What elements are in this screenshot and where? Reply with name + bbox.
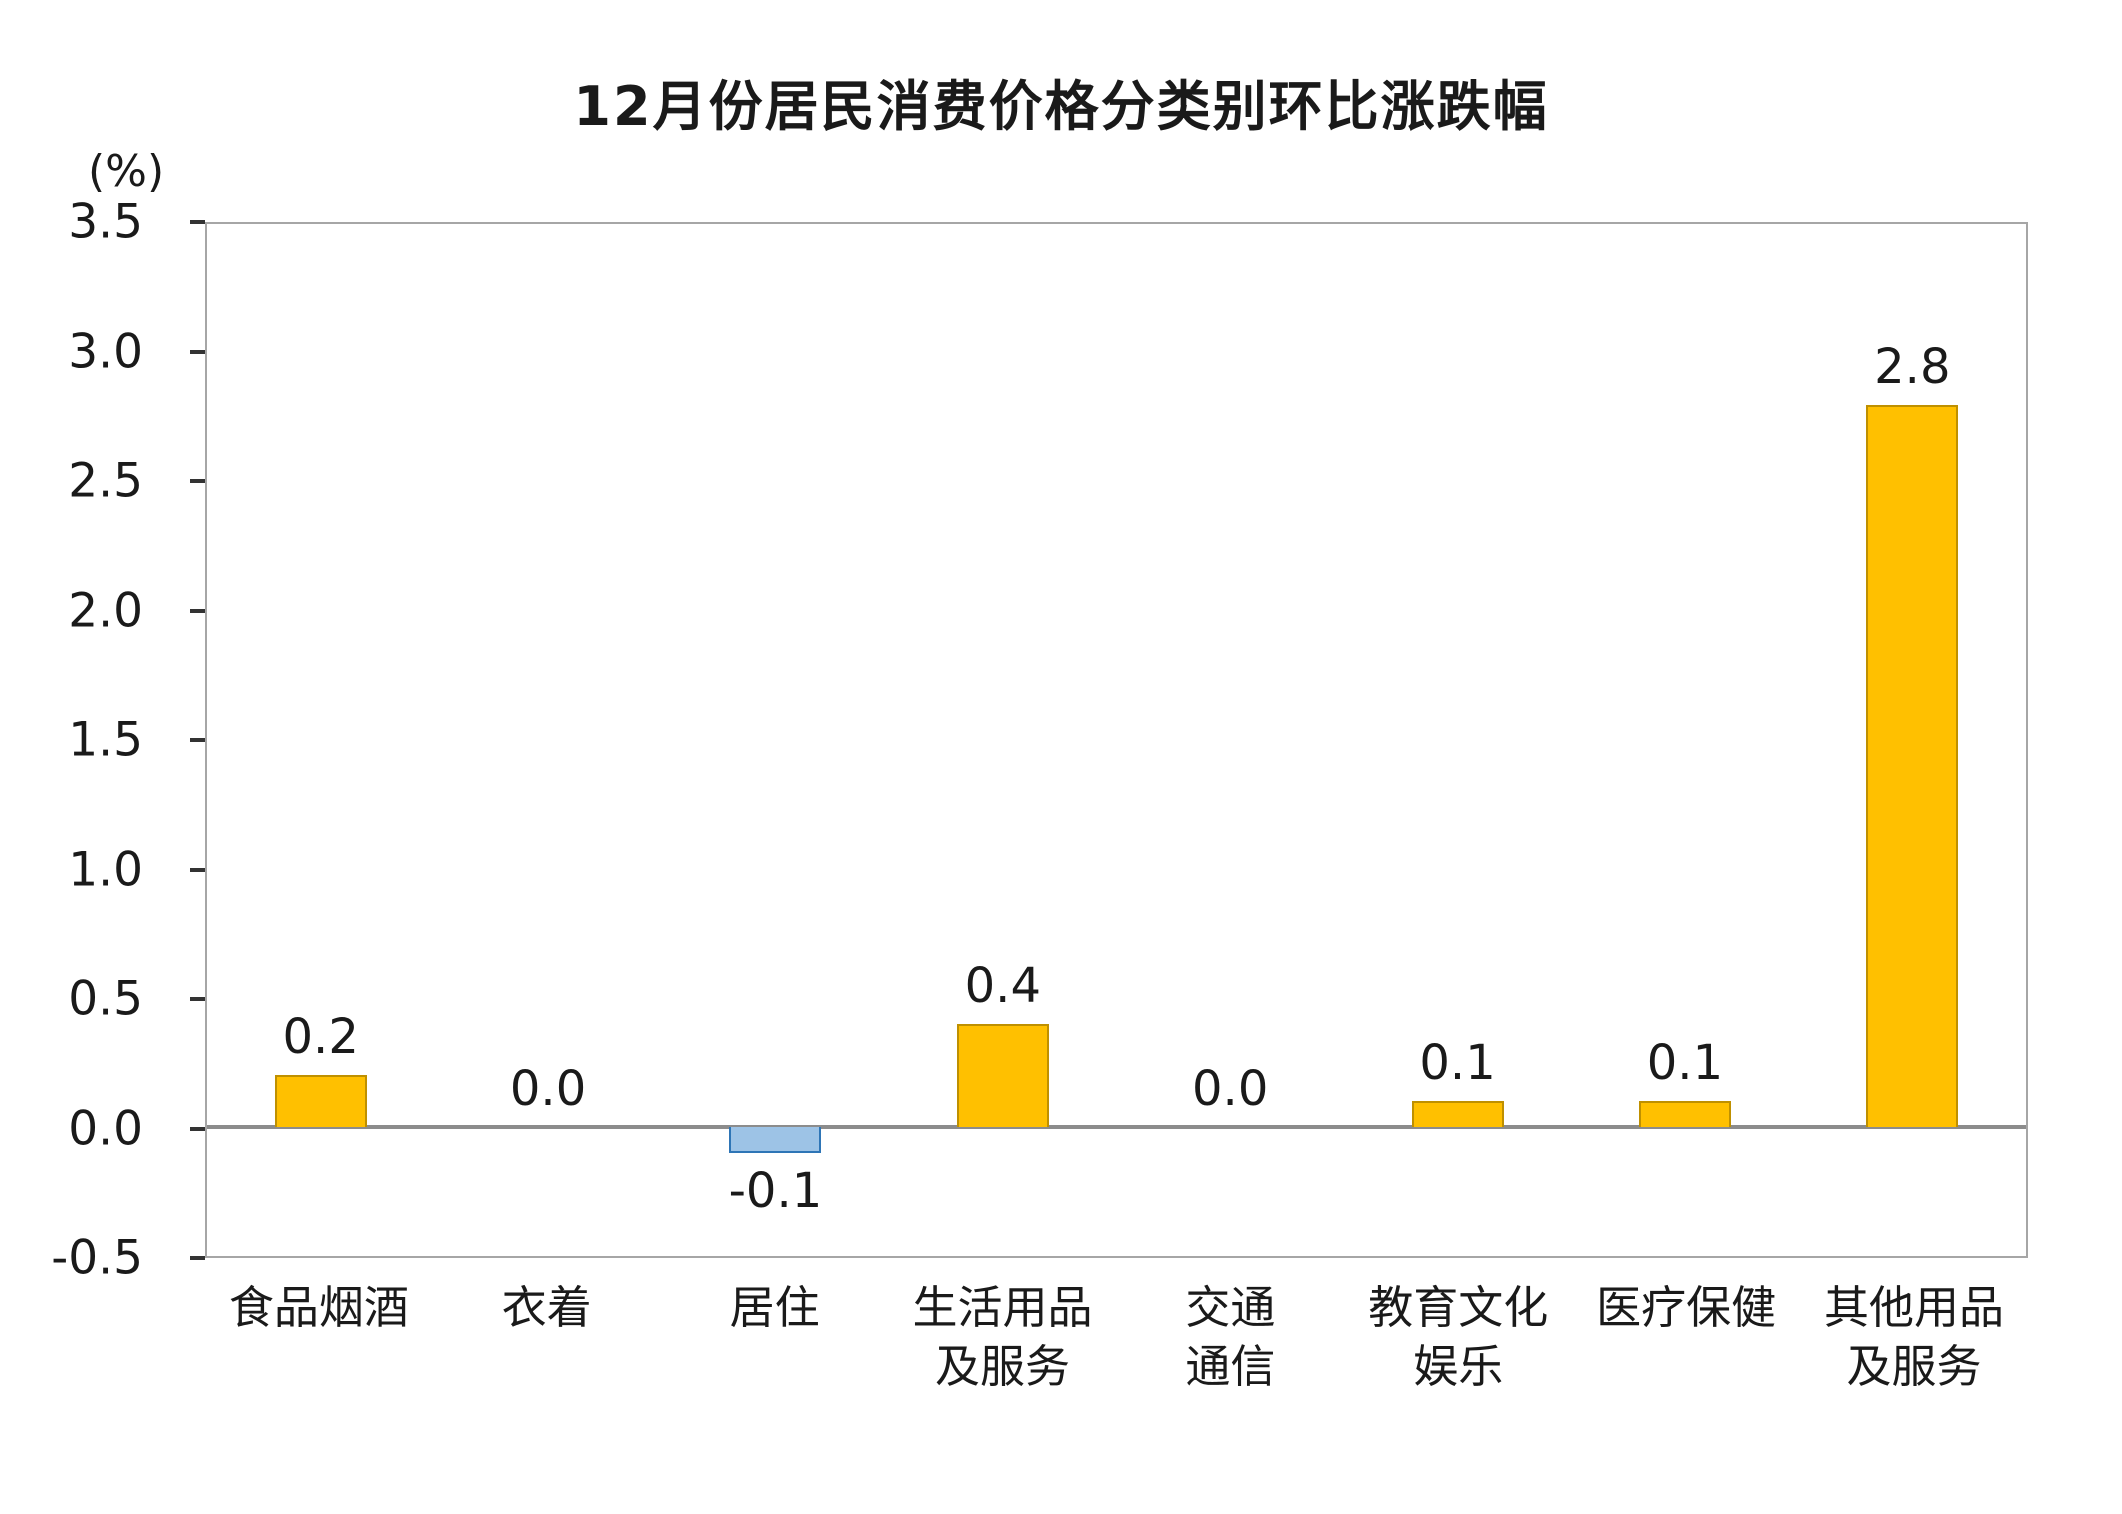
y-tick-label: 2.0 [68, 583, 143, 638]
bar-positive [956, 1023, 1049, 1127]
bar-value-label: -0.1 [728, 1162, 823, 1219]
bar-value-label: 0.0 [1192, 1061, 1269, 1117]
y-axis: 3.5 3.0 2.5 2.0 1.5 1.0 0.5 0.0 -0.5 [0, 195, 205, 1286]
x-axis-category-label: 交通 通信 [1185, 1281, 1276, 1394]
bar-slot: -0.1 [662, 224, 889, 1256]
x-axis-labels: 食品烟酒 衣着 居住 生活用品 及服务 交通 通信 教育文化 娱乐 医疗保健 其他用品 及服务 [205, 1278, 2028, 1397]
y-tick-label: 1.0 [68, 842, 143, 897]
y-tick-mark [190, 479, 205, 483]
x-axis-category-label: 生活用品 及服务 [912, 1281, 1093, 1394]
y-tick-label: -0.5 [51, 1230, 143, 1286]
y-tick-label: 0.0 [68, 1101, 143, 1156]
y-tick-label: 3.0 [68, 324, 143, 379]
y-tick-label: 3.5 [68, 194, 143, 250]
bar-slot: 0.4 [889, 224, 1116, 1256]
bar-slot: 2.8 [1799, 224, 2026, 1256]
bar-slot: 0.0 [434, 224, 661, 1256]
y-tick-label: 0.5 [68, 971, 143, 1027]
bar-negative [729, 1127, 822, 1153]
y-tick-mark [190, 997, 205, 1001]
x-axis-category-label: 衣着 [501, 1281, 592, 1334]
bar-slot: 0.2 [207, 224, 434, 1256]
plot-area: 0.2 0.0 -0.1 0.4 0.0 0.1 0.1 2.8 [205, 222, 2028, 1258]
bar-value-label: 0.4 [964, 957, 1041, 1014]
y-tick-mark [190, 1256, 205, 1260]
x-axis-category-label: 食品烟酒 [228, 1281, 409, 1334]
x-axis-category-label: 其他用品 及服务 [1824, 1281, 2005, 1394]
y-axis-unit-label: (%) [88, 146, 165, 197]
bar-positive [1638, 1101, 1731, 1127]
y-tick-mark [190, 349, 205, 354]
y-tick-mark [190, 1126, 205, 1131]
bar-value-label: 0.1 [1419, 1035, 1496, 1092]
bar-slot: 0.0 [1117, 224, 1344, 1256]
bar-positive [1866, 404, 1959, 1127]
bar-value-label: 0.0 [509, 1061, 587, 1117]
y-tick-label: 1.5 [68, 712, 143, 768]
y-tick-mark [190, 220, 205, 224]
bar-slot: 0.1 [1344, 224, 1571, 1256]
bar-value-label: 0.2 [282, 1009, 359, 1066]
chart-title: 12月份居民消费价格分类别环比涨跌幅 [573, 75, 1549, 138]
y-tick-mark [190, 738, 205, 742]
bar-value-label: 0.1 [1646, 1035, 1724, 1092]
bar-positive [1411, 1101, 1504, 1127]
bar-value-label: 2.8 [1874, 338, 1951, 395]
y-tick-label: 2.5 [68, 453, 143, 509]
y-tick-mark [190, 608, 205, 613]
x-axis-category-label: 医疗保健 [1596, 1281, 1777, 1334]
bar-positive [274, 1075, 367, 1127]
x-axis-category-label: 教育文化 娱乐 [1368, 1281, 1549, 1394]
y-tick-mark [190, 867, 205, 872]
bars-container: 0.2 0.0 -0.1 0.4 0.0 0.1 0.1 2.8 [207, 224, 2026, 1256]
x-axis-category-label: 居住 [729, 1281, 820, 1334]
bar-slot: 0.1 [1571, 224, 1798, 1256]
zero-line [207, 1125, 2026, 1129]
